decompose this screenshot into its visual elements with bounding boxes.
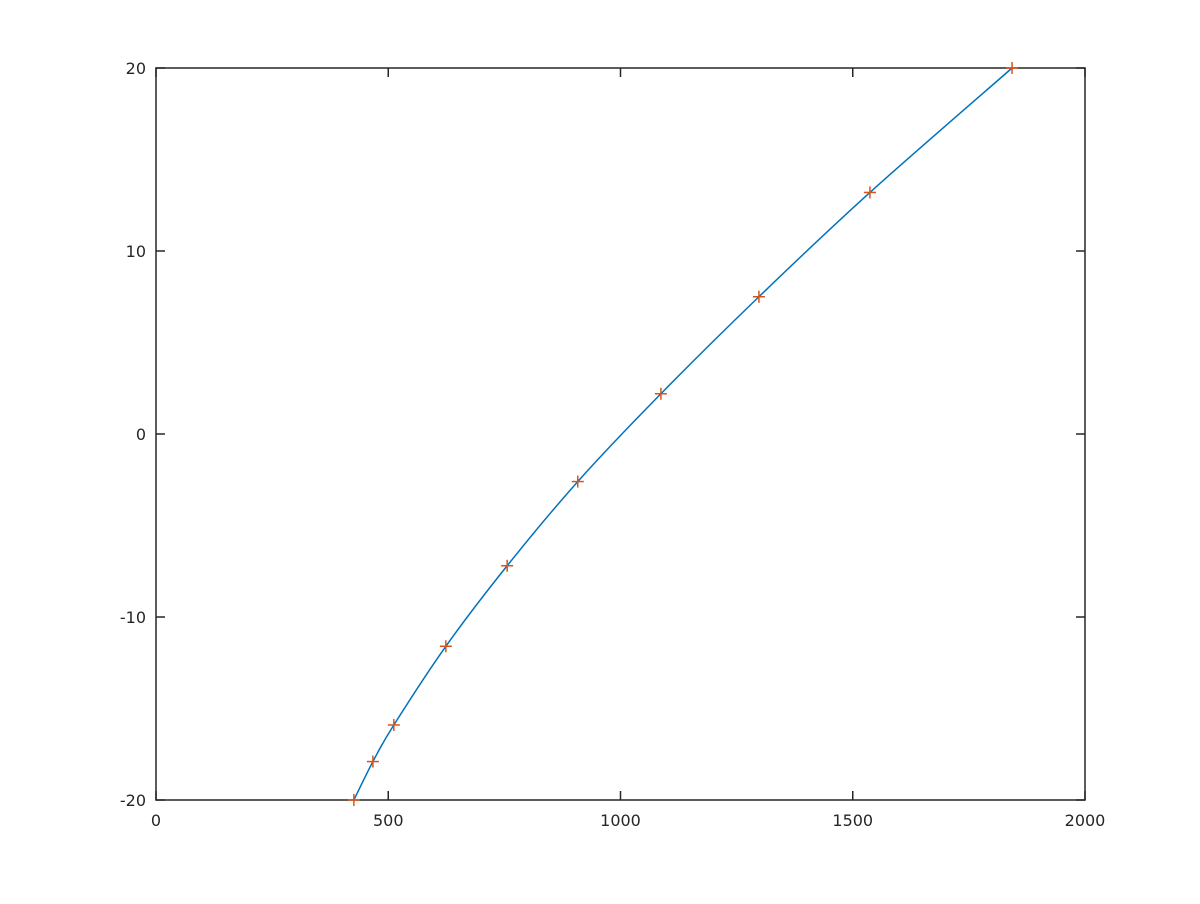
x-tick-label: 500 — [373, 811, 404, 830]
data-point-marker — [863, 186, 876, 199]
x-tick-label: 0 — [151, 811, 161, 830]
data-point-marker — [654, 387, 667, 400]
y-tick-label: 0 — [136, 425, 146, 444]
data-point-marker — [571, 475, 584, 488]
data-point-marker — [1006, 62, 1019, 74]
x-tick-label: 1000 — [600, 811, 641, 830]
data-point-marker — [387, 718, 400, 731]
x-tick-label: 1500 — [832, 811, 873, 830]
data-point-marker — [347, 794, 360, 806]
y-tick-label: 20 — [126, 59, 146, 78]
series-line — [353, 67, 1013, 801]
y-tick-label: -20 — [120, 791, 146, 810]
data-point-marker — [439, 640, 452, 653]
x-tick-label: 2000 — [1065, 811, 1106, 830]
y-tick-label: -10 — [120, 608, 146, 627]
axes-box — [155, 67, 1086, 801]
y-tick-label: 10 — [126, 242, 146, 261]
data-point-marker — [752, 290, 765, 303]
axes: 0 500 1000 1500 2000 -20 -10 0 10 20 — [120, 59, 1106, 830]
data-point-marker — [501, 559, 514, 572]
data-point-marker — [366, 755, 379, 768]
plot-area — [347, 62, 1019, 806]
